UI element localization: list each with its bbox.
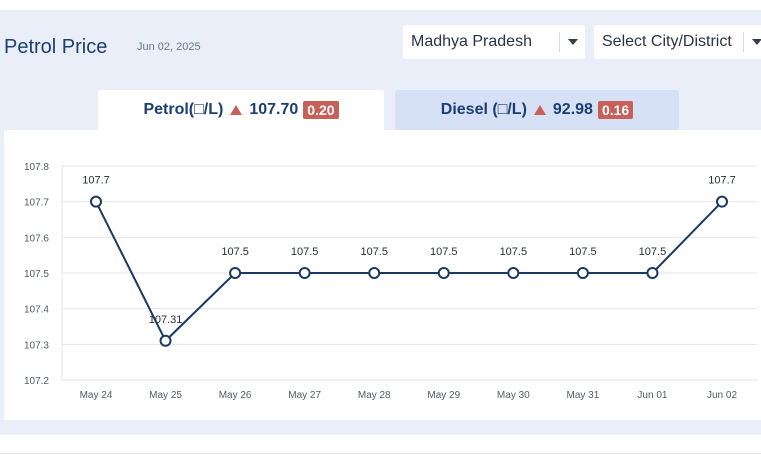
state-dropdown-value: Madhya Pradesh: [411, 33, 532, 50]
chevron-down-icon: [559, 32, 585, 52]
x-tick-label: May 25: [149, 390, 182, 401]
tab-petrol[interactable]: Petrol(□/L) 107.70 0.20: [98, 90, 384, 130]
data-point: [159, 334, 172, 347]
price-up-icon: [230, 105, 243, 115]
y-tick-label: 107.5: [24, 269, 49, 280]
data-point: [576, 267, 589, 279]
price-up-icon: [533, 105, 546, 115]
city-dropdown[interactable]: Select City/District: [594, 25, 761, 59]
price-date: Jun 02, 2025: [137, 41, 201, 53]
city-dropdown-value: Select City/District: [602, 33, 732, 50]
state-dropdown[interactable]: Madhya Pradesh: [403, 25, 585, 59]
x-tick-label: May 27: [288, 390, 321, 401]
data-label: 107.5: [569, 246, 597, 258]
tab-diesel[interactable]: Diesel (□/L) 92.98 0.16: [395, 90, 679, 130]
y-tick-label: 107.7: [24, 198, 49, 209]
data-point: [298, 267, 311, 279]
tab-diesel-label: Diesel (□/L): [440, 101, 527, 118]
data-label: 107.5: [430, 246, 458, 258]
x-tick-label: May 24: [80, 390, 113, 401]
data-point: [646, 267, 659, 279]
x-tick-label: May 29: [427, 390, 460, 401]
y-tick-label: 107.2: [24, 376, 49, 387]
data-point: [229, 267, 242, 279]
data-point: [90, 195, 102, 208]
x-tick-label: May 31: [566, 390, 599, 401]
data-point: [507, 267, 520, 279]
x-tick-label: Jun 01: [637, 390, 667, 401]
tab-petrol-label: Petrol(□/L): [143, 101, 224, 118]
tab-petrol-change-badge: 0.20: [303, 101, 339, 119]
data-label: 107.31: [149, 314, 183, 326]
y-tick-label: 107.6: [24, 233, 49, 244]
data-point: [368, 267, 381, 279]
chevron-down-icon: [743, 32, 761, 52]
data-point: [437, 267, 450, 279]
data-label: 107.7: [708, 175, 736, 187]
page-title: Petrol Price: [4, 36, 108, 58]
x-tick-label: Jun 02: [707, 390, 737, 401]
price-line-chart: 107.8 107.7 107.6 107.5 107.4 107.3 107.2 May 2…: [24, 162, 757, 401]
x-tick-label: May 26: [219, 390, 252, 401]
divider: [0, 453, 761, 454]
x-tick-label: May 28: [358, 390, 391, 401]
data-label: 107.7: [82, 175, 110, 187]
data-point: [716, 195, 728, 208]
tab-diesel-price: 92.98: [552, 101, 593, 118]
data-label: 107.5: [360, 246, 388, 258]
x-tick-label: May 30: [497, 390, 530, 401]
data-label: 107.5: [639, 246, 667, 258]
y-tick-label: 107.8: [24, 162, 49, 173]
tab-petrol-price: 107.70: [249, 101, 299, 118]
data-label: 107.5: [500, 246, 528, 258]
tab-diesel-change-badge: 0.16: [597, 101, 634, 119]
y-tick-label: 107.3: [24, 340, 49, 351]
price-chart-container: 107.8 107.7 107.6 107.5 107.4 107.3 107.2 May 2…: [4, 130, 761, 420]
data-label: 107.5: [221, 246, 249, 258]
data-label: 107.5: [291, 246, 319, 258]
y-tick-label: 107.4: [24, 305, 49, 316]
series-line: [95, 200, 723, 343]
